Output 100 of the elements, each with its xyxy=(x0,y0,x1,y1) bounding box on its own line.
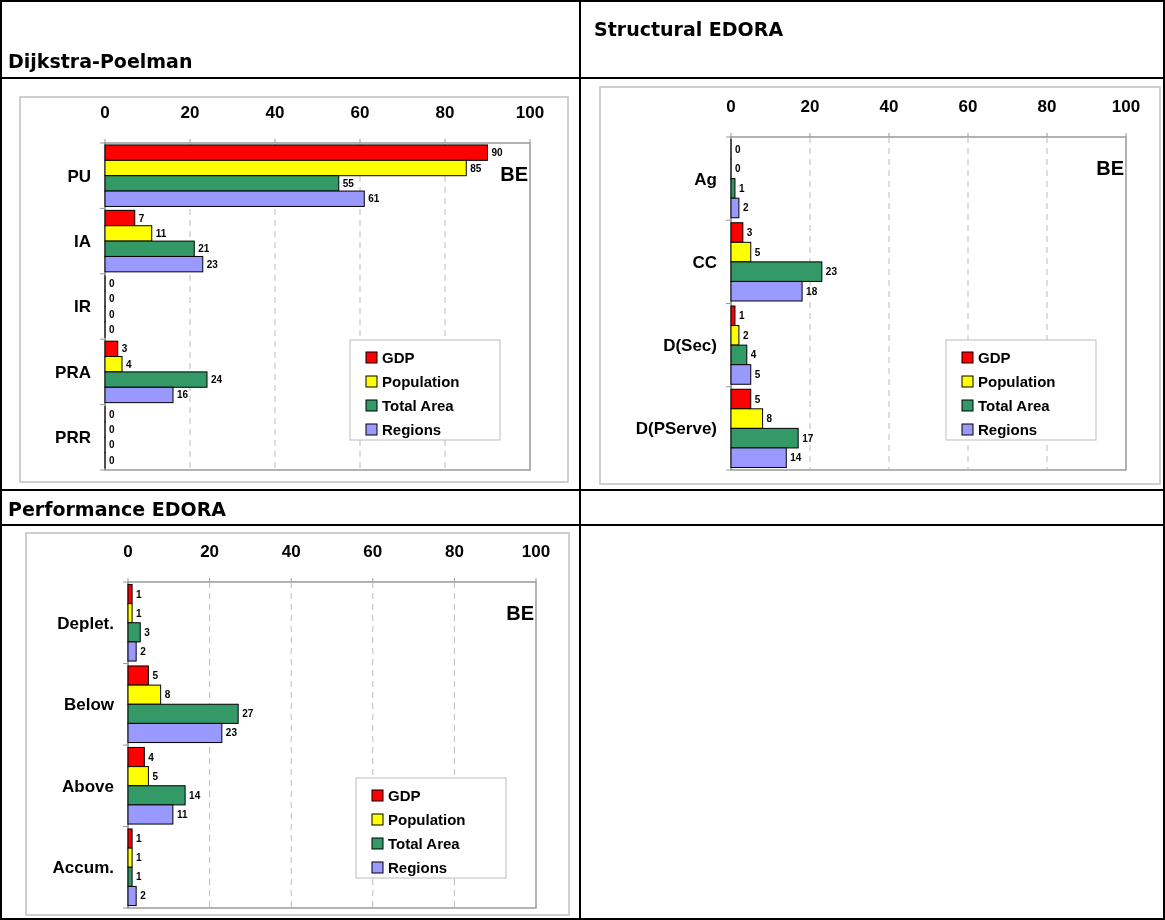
data-label: 5 xyxy=(152,670,159,682)
y-tick-label: PU xyxy=(67,166,91,186)
y-tick-label: Ag xyxy=(694,169,717,189)
x-tick-label: 20 xyxy=(200,542,220,561)
y-tick-label: Deplet. xyxy=(57,613,114,633)
data-label: 2 xyxy=(140,890,147,902)
data-label: 90 xyxy=(491,147,504,159)
y-tick-label: IR xyxy=(74,297,91,317)
data-label: 0 xyxy=(109,424,115,436)
legend-label: Regions xyxy=(382,421,442,439)
x-tick-label: 80 xyxy=(1037,97,1057,116)
legend-label: GDP xyxy=(388,787,421,805)
x-tick-label: 20 xyxy=(800,97,820,116)
data-label: 23 xyxy=(206,258,219,270)
x-tick-label: 80 xyxy=(435,103,455,122)
data-label: 1 xyxy=(136,833,143,845)
data-label: 0 xyxy=(109,293,115,305)
chart-title: Performance EDORA xyxy=(8,498,227,520)
data-label: 27 xyxy=(242,708,254,720)
data-label: 17 xyxy=(802,432,814,444)
data-label: 5 xyxy=(754,393,761,405)
x-tick-label: 100 xyxy=(515,103,545,122)
legend-label: Population xyxy=(388,811,466,829)
chart-title: Structural EDORA xyxy=(594,18,784,40)
data-label: 24 xyxy=(211,374,223,386)
x-tick-label: 20 xyxy=(180,103,200,122)
data-label: 3 xyxy=(121,343,128,355)
data-label: 0 xyxy=(735,163,741,175)
x-tick-label: 40 xyxy=(879,97,899,116)
x-tick-label: 0 xyxy=(123,542,133,561)
annotation: BE xyxy=(500,163,528,185)
data-label: 4 xyxy=(126,358,132,370)
data-label: 2 xyxy=(742,202,749,214)
data-label: 61 xyxy=(368,193,380,205)
y-tick-label: CC xyxy=(692,252,717,272)
y-tick-label: D(PServe) xyxy=(635,419,717,439)
y-tick-label: IA xyxy=(74,232,91,252)
data-label: 0 xyxy=(109,454,115,466)
data-label: 14 xyxy=(189,789,201,801)
y-tick-label: PRA xyxy=(55,362,91,382)
data-label: 1 xyxy=(136,607,143,619)
legend-label: Total Area xyxy=(388,835,461,853)
x-tick-label: 60 xyxy=(363,542,383,561)
data-label: 5 xyxy=(754,368,761,380)
data-label: 85 xyxy=(470,162,482,174)
x-tick-label: 60 xyxy=(958,97,978,116)
legend-label: Total Area xyxy=(382,397,455,415)
legend-label: Population xyxy=(978,373,1056,391)
x-tick-label: 0 xyxy=(726,97,736,116)
y-tick-label: D(Sec) xyxy=(663,336,717,356)
data-label: 0 xyxy=(109,324,115,336)
x-tick-label: 60 xyxy=(350,103,370,122)
annotation: BE xyxy=(506,602,534,624)
legend-label: GDP xyxy=(978,349,1011,367)
annotation: BE xyxy=(1096,157,1124,179)
legend-label: GDP xyxy=(382,349,415,367)
x-tick-label: 40 xyxy=(281,542,301,561)
data-label: 3 xyxy=(746,227,753,239)
data-label: 2 xyxy=(140,645,147,657)
data-label: 11 xyxy=(155,227,167,239)
data-label: 55 xyxy=(342,177,355,189)
data-label: 11 xyxy=(176,808,188,820)
data-label: 4 xyxy=(750,349,757,361)
legend-label: Regions xyxy=(978,421,1038,439)
x-tick-label: 100 xyxy=(521,542,551,561)
y-tick-label: Below xyxy=(63,695,115,715)
data-label: 14 xyxy=(790,452,802,464)
data-label: 0 xyxy=(109,408,115,420)
data-label: 23 xyxy=(225,727,238,739)
x-tick-label: 0 xyxy=(100,103,110,122)
data-label: 5 xyxy=(152,770,159,782)
data-label: 16 xyxy=(177,389,189,401)
data-label: 8 xyxy=(164,689,171,701)
data-label: 1 xyxy=(738,182,745,194)
x-tick-label: 80 xyxy=(444,542,464,561)
chart-title: Dijkstra-Poelman xyxy=(8,50,193,72)
data-label: 18 xyxy=(806,285,818,297)
x-tick-label: 100 xyxy=(1111,97,1141,116)
data-label: 0 xyxy=(109,439,115,451)
data-label: 0 xyxy=(109,277,115,289)
data-label: 1 xyxy=(738,310,745,322)
data-label: 1 xyxy=(136,852,143,864)
data-label: 1 xyxy=(136,871,143,883)
data-label: 2 xyxy=(742,329,749,341)
data-label: 5 xyxy=(754,246,761,258)
legend-label: Population xyxy=(382,373,460,391)
y-tick-label: Above xyxy=(62,776,114,796)
data-label: 21 xyxy=(198,243,210,255)
data-label: 0 xyxy=(109,308,115,320)
data-label: 3 xyxy=(144,626,151,638)
legend-label: Regions xyxy=(388,859,448,877)
data-label: 0 xyxy=(735,143,741,155)
data-label: 7 xyxy=(138,212,145,224)
data-label: 8 xyxy=(766,413,773,425)
y-tick-label: PRR xyxy=(55,428,91,448)
legend-label: Total Area xyxy=(978,397,1051,415)
data-label: 1 xyxy=(136,588,143,600)
data-label: 23 xyxy=(825,266,838,278)
data-label: 4 xyxy=(148,751,155,763)
x-tick-label: 40 xyxy=(265,103,285,122)
